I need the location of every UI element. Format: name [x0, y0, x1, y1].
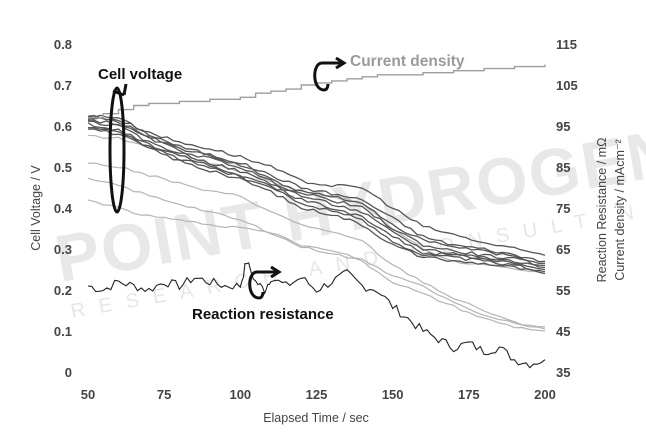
- y-left-tick-label: 0.2: [54, 283, 72, 298]
- cell-voltage-arrow-icon: [108, 83, 128, 214]
- y-right-tick-label: 45: [556, 324, 570, 339]
- x-tick-labels: 50 75 100 125 150 175 200: [81, 387, 556, 402]
- cell-voltage-light-line: [87, 177, 546, 332]
- cell-voltage-dark-series: [87, 114, 546, 275]
- x-tick-label: 75: [157, 387, 171, 402]
- y-right-tick-label: 115: [556, 37, 577, 52]
- x-tick-label: 175: [458, 387, 480, 402]
- y-right-tick-label: 35: [556, 365, 570, 380]
- y-left-tick-label: 0: [65, 365, 72, 380]
- y-left-axis-label: Cell Voltage / V: [29, 165, 43, 251]
- annotation-cell-voltage: Cell voltage: [98, 66, 182, 83]
- y-right-tick-label: 105: [556, 78, 578, 93]
- x-tick-label: 125: [306, 387, 328, 402]
- y-right-tick-label: 55: [556, 283, 570, 298]
- current-density-arrow-icon: [313, 56, 347, 92]
- y-left-tick-label: 0.5: [54, 160, 72, 175]
- y-left-tick-label: 0.8: [54, 37, 72, 52]
- cell-voltage-dark-line: [87, 117, 545, 265]
- y-left-tick-label: 0.7: [54, 78, 72, 93]
- cell-voltage-dark-line: [87, 120, 546, 269]
- annotation-current-density: Current density: [350, 53, 465, 70]
- y-right-axis-label-2: Current density / mAcm⁻²: [613, 139, 627, 280]
- cell-voltage-dark-line: [87, 126, 546, 273]
- x-tick-label: 100: [229, 387, 251, 402]
- y-left-tick-label: 0.3: [54, 242, 72, 257]
- x-tick-label: 200: [534, 387, 556, 402]
- y-left-tick-label: 0.6: [54, 119, 72, 134]
- reaction-resistance-line: [87, 262, 546, 369]
- cell-voltage-dark-line: [87, 119, 546, 267]
- y-left-tick-label: 0.1: [54, 324, 72, 339]
- y-left-tick-labels: 0 0.1 0.2 0.3 0.4 0.5 0.6 0.7 0.8: [54, 37, 73, 380]
- cell-voltage-light-line: [87, 199, 546, 330]
- y-right-tick-label: 75: [556, 201, 570, 216]
- current-density-line: [88, 64, 546, 119]
- cell-voltage-dark-line: [87, 114, 546, 263]
- y-right-tick-label: 85: [556, 160, 570, 175]
- x-axis-label: Elapsed Time / sec: [263, 411, 369, 425]
- y-right-axis-label-1: Reaction Resistance / mΩ: [595, 138, 609, 283]
- y-left-tick-label: 0.4: [54, 201, 73, 216]
- reaction-resistance-series: [87, 262, 546, 369]
- cell-voltage-dark-line: [87, 128, 546, 275]
- cell-voltage-dark-line: [87, 122, 546, 271]
- y-right-tick-label: 95: [556, 119, 570, 134]
- reaction-resistance-arrow-icon: [248, 265, 282, 300]
- annotation-reaction-resistance: Reaction resistance: [192, 306, 334, 323]
- cell-voltage-light-line: [87, 162, 546, 328]
- cell-voltage-dark-line: [87, 114, 546, 256]
- current-density-series: [88, 64, 546, 119]
- y-right-tick-label: 65: [556, 242, 570, 257]
- x-tick-label: 50: [81, 387, 95, 402]
- x-tick-label: 150: [382, 387, 404, 402]
- y-right-tick-labels: 35 45 55 65 75 85 95 105 115: [556, 37, 578, 380]
